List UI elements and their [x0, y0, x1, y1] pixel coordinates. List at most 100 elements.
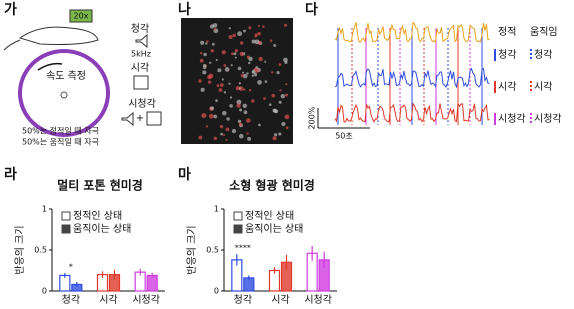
- cell: [248, 56, 253, 62]
- cell: [273, 43, 277, 48]
- cell: [257, 24, 260, 27]
- cell: [254, 39, 260, 45]
- legend-header: 정적: [498, 26, 516, 38]
- y-tick-label: 0.5: [34, 246, 47, 255]
- cell: [239, 108, 243, 112]
- cell: [219, 83, 224, 87]
- cell: [202, 70, 207, 75]
- auditory-label: 청각: [131, 23, 149, 35]
- cell: [236, 103, 241, 108]
- cell: [235, 86, 240, 91]
- cell: [230, 64, 233, 67]
- x-tick-label: 시각: [271, 294, 289, 306]
- cell: [285, 126, 289, 130]
- y-tick-label: 0.5: [206, 246, 219, 255]
- cell: [242, 71, 245, 74]
- visual-label: 시각: [131, 62, 149, 74]
- objective-label: 20x: [74, 12, 89, 21]
- panel-label: 나: [178, 2, 191, 18]
- cell: [285, 93, 289, 97]
- legend-swatch: [233, 224, 243, 234]
- cell: [272, 136, 277, 141]
- panel-label: 마: [178, 167, 191, 183]
- cell: [222, 133, 226, 137]
- cell: [248, 89, 252, 92]
- cell: [213, 136, 218, 141]
- cell: [210, 49, 214, 53]
- legend-label: 움직이는 상태: [73, 223, 131, 235]
- wheel: [18, 49, 110, 137]
- legend-label: 시청각: [534, 113, 562, 125]
- cell: [208, 61, 212, 64]
- cell: [215, 58, 218, 62]
- cell: [223, 91, 227, 94]
- scale-x: 50초: [335, 132, 353, 141]
- cell: [240, 74, 244, 78]
- panel-label: 가: [4, 2, 17, 18]
- note: 50%는 정적일 때 자극: [22, 126, 99, 136]
- cell: [264, 60, 267, 63]
- cell: [233, 52, 237, 56]
- legend-label: 청각: [498, 49, 516, 61]
- cell: [263, 97, 266, 100]
- cell: [237, 31, 243, 37]
- cell: [257, 32, 261, 36]
- cell: [242, 103, 247, 109]
- cells: [198, 23, 290, 141]
- cell: [253, 72, 258, 77]
- x-tick-label: 시각: [99, 294, 117, 306]
- cell: [225, 127, 230, 132]
- cell: [198, 135, 203, 140]
- chart-title: 소형 형광 현미경: [229, 178, 315, 193]
- cell: [247, 136, 252, 141]
- cell: [281, 121, 286, 127]
- cell: [232, 33, 236, 38]
- trace: [334, 21, 490, 43]
- cell: [283, 57, 288, 63]
- legend-label: 시각: [534, 81, 552, 93]
- cell: [278, 132, 282, 136]
- objective: [69, 9, 93, 23]
- speaker: [135, 33, 148, 49]
- legend-label: 시청각: [498, 113, 526, 125]
- y-tick-label: 0: [42, 287, 47, 296]
- cell: [242, 88, 246, 91]
- y-axis-label: 반응의 크기: [14, 225, 26, 274]
- cell: [285, 83, 288, 86]
- cell: [220, 132, 224, 136]
- legend-header: 움직임: [530, 25, 558, 38]
- cell: [248, 26, 252, 30]
- y-tick-label: 1: [42, 205, 47, 214]
- cell: [201, 113, 207, 119]
- cell: [208, 80, 212, 84]
- cell: [238, 82, 242, 85]
- cell: [279, 89, 282, 92]
- cell: [215, 99, 218, 102]
- legend-label: 청각: [534, 49, 552, 61]
- cell: [268, 103, 272, 107]
- cell: [229, 96, 233, 99]
- cell: [213, 114, 218, 119]
- cell: [237, 66, 242, 71]
- cell: [276, 71, 280, 75]
- cell: [216, 84, 220, 88]
- cell: [200, 52, 203, 55]
- x-tick-label: 청각: [234, 294, 252, 306]
- panel-label: 다: [305, 2, 318, 18]
- cell: [278, 100, 282, 104]
- cell: [246, 132, 249, 135]
- trace: [334, 67, 490, 89]
- y-tick-label: 1: [214, 205, 219, 214]
- cell: [231, 128, 237, 134]
- legend-swatch: [61, 224, 71, 234]
- cell: [203, 52, 207, 57]
- chart-title: 멀티 포톤 현미경: [57, 178, 143, 193]
- cell: [228, 27, 231, 30]
- cell: [255, 66, 259, 70]
- cell: [208, 113, 214, 119]
- cell: [238, 133, 244, 139]
- cell: [234, 49, 239, 53]
